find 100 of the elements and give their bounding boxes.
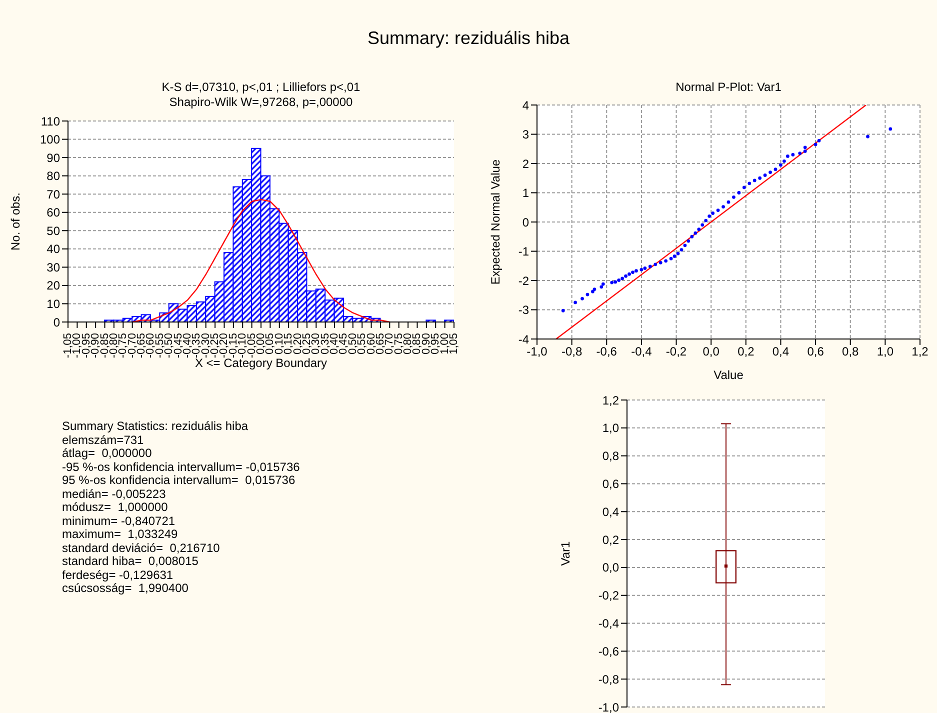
point [610,280,614,284]
chart-subtitle: Shapiro-Wilk W=,97268, p=,00000 [168,95,354,110]
x-tick-label: 0,90 [420,333,432,354]
y-tick-label: -1,0 [598,700,620,713]
x-tick-label: -0,8 [561,344,582,359]
point [631,270,634,274]
text: módusz= 1,000000 [62,500,169,514]
point [786,154,790,158]
point [779,163,782,167]
x-tick-label: 1,2 [912,344,929,359]
point [774,168,778,172]
y-tick-label: 3 [522,128,530,142]
x-tick-label: 0,50 [346,333,359,354]
text: Summary: reziduális hiba [366,27,571,50]
point [686,239,690,243]
y-tick-label: 30 [46,260,60,274]
point [752,178,756,182]
y-tick-label: 20 [46,278,60,293]
y-tick-label: 40 [46,242,60,256]
text: -95 %-os konfidencia intervallum= -0,015736 [62,460,301,474]
point [768,170,772,174]
point [628,272,631,276]
point [600,285,604,289]
y-tick-label: -0,4 [598,616,620,631]
text: standard deviáció= 0,216710 [62,540,221,555]
point [700,223,704,227]
point [561,308,565,312]
x-tick-label: 0,2 [738,344,755,359]
point [737,191,741,194]
y-tick-label: 0,8 [602,449,620,464]
y-tick-label: 10 [46,296,60,311]
point [669,256,673,260]
x-tick-label: 1,05 [448,333,460,354]
point [817,138,821,142]
chart-title: K-S d=,07310, p<,01 ; Lilliefors p<,01 [160,80,362,95]
y-tick-label: 0 [522,215,530,230]
text: medián= -0,005223 [62,486,167,501]
x-tick-label: -0,15 [227,333,240,358]
point [791,153,795,156]
y-tick-label: 1,2 [602,393,620,408]
point [694,231,698,235]
point [664,259,668,263]
point [763,174,767,177]
point [648,264,652,268]
x-tick-label: 0,0 [702,344,720,359]
point [742,186,746,190]
x-tick-label: 0,8 [842,344,860,359]
y-tick-label: 100 [40,132,60,147]
point [658,260,662,264]
point [866,134,870,138]
x-tick-label: 0,75 [392,333,405,354]
point [888,127,892,131]
x-tick-label: -0,55 [154,333,166,358]
point [591,290,594,294]
point [683,244,687,248]
x-tick-label: -0,05 [246,333,258,358]
point [814,142,818,146]
y-tick-label: 0,2 [602,532,620,547]
point [643,266,647,270]
point [620,276,624,280]
x-tick-label: 1,0 [876,344,894,359]
y-axis-title: Expected Normal Value [488,159,502,285]
chart-title: Normal P-Plot: Var1 [674,80,782,95]
x-tick-label: -1,05 [62,333,74,358]
x-tick-label: 0,00 [255,333,267,354]
point [803,146,807,150]
y-tick-label: 2 [522,156,530,171]
point [574,300,577,304]
y-tick-label: 1 [522,186,530,200]
point [614,280,618,284]
point [711,212,715,215]
text: átlag= 0,000000 [62,446,153,460]
x-tick-label: 0,4 [772,344,790,359]
text: ferdeség= -0,129631 [62,568,174,582]
point [654,262,658,266]
x-tick-label: -0,95 [80,333,92,358]
y-tick-label: -0,8 [598,672,620,686]
y-tick-label: 50 [46,224,60,238]
y-axis-title: Var1 [558,540,572,566]
point [722,205,725,208]
y-tick-label: -1 [518,244,530,259]
point [634,269,638,273]
text: elemszám=731 [62,432,145,447]
x-axis-title: Value [714,368,744,382]
x-tick-label: 0,35 [319,333,332,354]
point [758,176,762,180]
y-axis-title: No. of obs. [8,192,22,251]
point [803,150,807,153]
y-tick-label: 0,6 [602,476,620,491]
point [716,208,720,212]
x-tick-label: -0,30 [200,333,212,358]
y-tick-label: 0,0 [602,560,620,575]
text: maximum= 1,033249 [62,527,179,542]
point [676,252,680,256]
point [726,200,730,204]
point [580,296,584,300]
y-tick-label: 70 [46,187,60,202]
point [704,218,708,222]
point [690,234,694,238]
text: 95 %-os konfidencia intervallum= 0,015736 [62,473,296,488]
